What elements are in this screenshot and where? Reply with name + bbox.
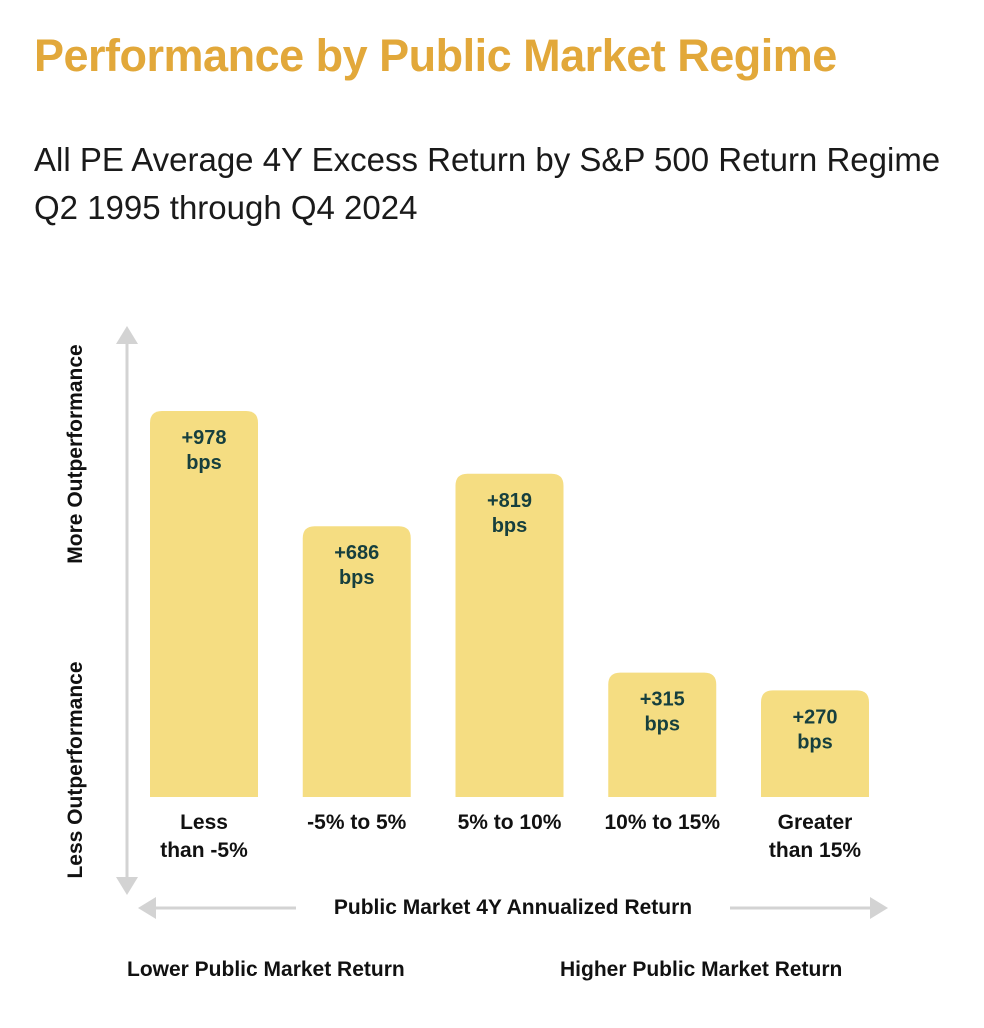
category-label: 5% to 10% [458, 811, 562, 834]
category-label: -5% to 5% [307, 811, 407, 834]
page-subtitle: All PE Average 4Y Excess Return by S&P 5… [34, 141, 941, 226]
x-axis-end-left: Lower Public Market Return [127, 958, 405, 981]
bar [302, 526, 411, 797]
bar-value-label: +978 bps [181, 427, 226, 474]
bar [150, 411, 258, 797]
x-axis-end-right: Higher Public Market Return [560, 958, 843, 981]
category-label: 10% to 15% [604, 811, 720, 834]
bar [455, 473, 564, 797]
bar-value-label: +315 bps [640, 689, 685, 736]
x-axis-title: Public Market 4Y Annualized Return [334, 896, 692, 919]
category-label: Greater than 15% [769, 811, 862, 862]
bar [761, 690, 869, 797]
page-title: Performance by Public Market Regime [34, 30, 837, 81]
bar [608, 672, 717, 797]
y-axis-label-top: More Outperformance [64, 344, 87, 563]
y-axis-label-bottom: Less Outperformance [64, 661, 87, 878]
y-axis-arrow [116, 326, 138, 895]
bar-value-label: +270 bps [792, 706, 837, 753]
category-label: Less than -5% [160, 811, 248, 862]
bar-value-label: +686 bps [334, 542, 379, 589]
bars-group: +978 bps Less than -5% +686 bps -5% to 5% +819 b… [150, 411, 869, 862]
bar-value-label: +819 bps [487, 490, 532, 537]
x-axis-arrow [138, 897, 888, 919]
